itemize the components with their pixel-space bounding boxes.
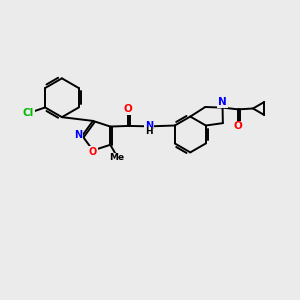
Text: N: N [75,130,83,140]
Text: H: H [145,127,153,136]
Text: N: N [145,121,153,131]
Text: O: O [89,147,97,157]
Text: Cl: Cl [22,107,34,118]
Text: Me: Me [109,153,124,162]
Text: O: O [124,104,133,114]
Text: O: O [234,122,242,131]
Text: N: N [218,97,227,107]
